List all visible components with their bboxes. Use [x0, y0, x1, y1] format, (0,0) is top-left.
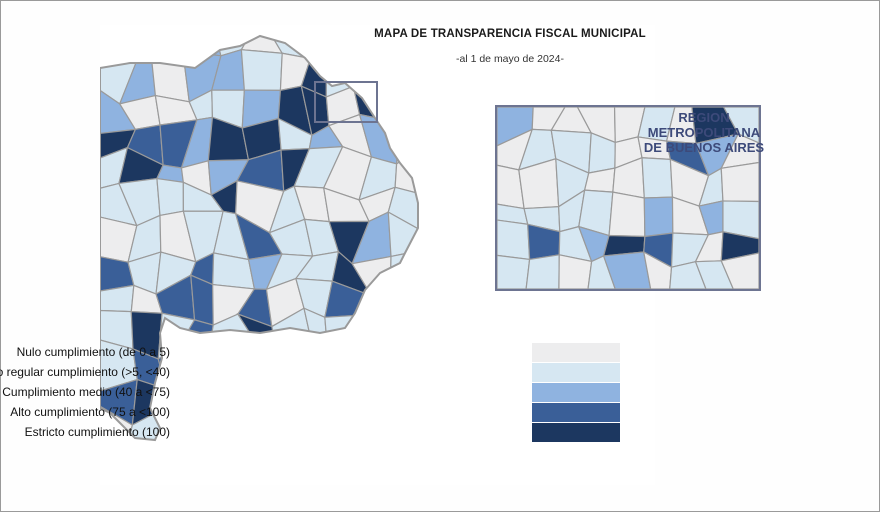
district-polygon	[177, 346, 211, 375]
district-polygon	[720, 252, 759, 289]
inset-title-line-1: REGION	[678, 110, 730, 125]
district-polygon	[150, 36, 184, 62]
district-polygon	[384, 36, 418, 54]
district-polygon	[208, 340, 256, 385]
legend-swatch	[532, 423, 620, 442]
district-polygon	[100, 36, 139, 59]
district-polygon	[394, 98, 418, 134]
district-polygon	[392, 50, 418, 103]
district-polygon	[720, 231, 759, 262]
legend-label: Nulo cumplimiento (de 0 a 5)	[16, 345, 170, 359]
district-polygon	[497, 219, 531, 261]
district-polygon	[182, 372, 218, 417]
province-outline	[100, 34, 419, 442]
district-polygon	[389, 342, 418, 385]
district-polygon	[182, 405, 218, 440]
inset-title-line-2: METROPOLITANA	[647, 125, 761, 140]
district-polygon	[389, 249, 418, 299]
legend-swatch	[532, 363, 620, 382]
district-polygon	[298, 345, 328, 393]
legend-swatch	[532, 343, 620, 362]
district-polygon	[248, 340, 284, 386]
district-polygon	[269, 414, 304, 440]
legend-label: Bajo o regular cumplimiento (>5, <40)	[0, 365, 170, 379]
district-polygon	[277, 349, 315, 379]
district-polygon	[277, 376, 304, 418]
map-subtitle: -al 1 de mayo de 2024-	[456, 53, 564, 65]
district-polygon	[354, 343, 395, 390]
district-polygon	[608, 191, 646, 238]
district-polygon	[358, 36, 394, 66]
district-polygon	[643, 196, 674, 238]
district-polygon	[389, 312, 418, 354]
district-polygon	[587, 255, 616, 289]
district-polygon	[720, 161, 759, 203]
inset-districts-layer	[497, 107, 759, 289]
district-polygon	[298, 377, 331, 418]
district-polygon	[206, 405, 254, 440]
district-polygon	[325, 404, 355, 440]
district-polygon	[354, 313, 391, 357]
district-polygon	[393, 376, 418, 425]
district-polygon	[208, 373, 250, 423]
district-polygon	[296, 404, 331, 440]
district-polygon	[240, 49, 283, 91]
inset-title-line-3: DE BUENOS AIRES	[643, 140, 765, 155]
district-polygon	[241, 376, 284, 423]
inset-title: REGION METROPOLITANA DE BUENOS AIRES	[624, 110, 784, 155]
district-polygon	[722, 200, 759, 240]
district-polygon	[352, 50, 396, 101]
legend-swatch	[532, 383, 620, 402]
amba-highlight-box	[314, 81, 378, 123]
district-polygon	[395, 121, 418, 166]
district-polygon	[156, 177, 184, 217]
province-map	[100, 34, 419, 442]
district-polygon	[385, 419, 418, 440]
district-polygon	[151, 50, 190, 103]
amba-inset-map	[497, 107, 759, 289]
district-polygon	[641, 157, 674, 199]
district-polygon	[720, 133, 759, 170]
district-polygon	[558, 254, 593, 289]
district-polygon	[136, 36, 168, 61]
district-polygon	[324, 345, 364, 393]
district-polygon	[177, 36, 222, 57]
district-polygon	[352, 376, 400, 422]
district-polygon	[497, 254, 531, 289]
district-polygon	[324, 314, 357, 357]
legend-label: Cumplimiento medio (40 a <75)	[2, 385, 170, 399]
district-polygon	[642, 250, 673, 289]
district-polygon	[241, 414, 280, 440]
district-polygon	[525, 254, 560, 289]
district-polygon	[389, 281, 418, 331]
district-polygon	[325, 36, 365, 66]
district-polygon	[351, 411, 400, 440]
map-title: MAPA DE TRANSPARENCIA FISCAL MUNICIPAL	[374, 28, 646, 40]
district-polygon	[602, 251, 652, 289]
district-polygon	[323, 388, 365, 413]
amba-inset-frame	[495, 105, 761, 291]
legend-label: Alto cumplimiento (75 a <100)	[10, 405, 170, 419]
district-polygon	[722, 107, 759, 144]
district-polygon	[669, 260, 707, 289]
district-polygon	[387, 186, 418, 231]
legend-swatch	[532, 403, 620, 422]
district-polygon	[300, 36, 334, 63]
legend-label: Estricto cumplimiento (100)	[24, 425, 170, 439]
